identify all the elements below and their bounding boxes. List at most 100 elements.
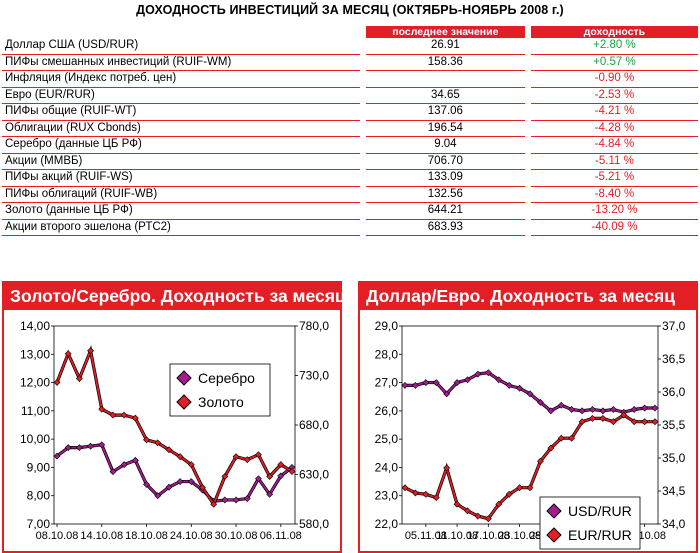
data-point [651,418,659,426]
table-row: Доллар США (USD/RUR) 26.91 +2.80 % [2,38,698,55]
legend-label: USD/RUR [568,503,632,519]
data-point [630,406,638,413]
data-point [516,384,524,392]
data-point [120,411,128,419]
usd-eur-panel: Доллар/Евро. Доходность за месяц 22,0 23,… [358,281,698,553]
row-name: ПИФы акций (RUIF-WS) [2,169,360,187]
y-right-tick-label: 37,0 [662,319,686,333]
row-gap [359,103,366,120]
row-yield: +0.57 % [530,54,698,71]
row-yield: -4.84 % [530,136,698,154]
data-point [589,406,596,413]
legend-marker [176,394,192,410]
data-point [536,457,544,465]
data-point [474,512,482,520]
row-name: Акции второго эшелона (РТС2) [2,219,360,236]
row-gap [359,169,366,186]
data-point [464,507,471,515]
data-point [53,452,61,460]
row-value: 644.21 [365,202,525,220]
data-point [199,483,206,491]
y-right-tick-label: 630,0 [299,468,329,482]
row-value: 137.06 [365,103,525,121]
data-point [255,451,262,459]
data-point [143,436,150,444]
row-gap [359,153,366,170]
data-point [432,494,440,502]
legend-marker [546,503,562,519]
data-point [87,442,94,450]
y-right-tick-label: 34,0 [662,517,686,531]
row-gap [359,136,366,153]
row-value: 9.04 [365,136,525,154]
table-row: ПИФы смешанных инвестиций (RUIF-WM) 158.3… [2,54,698,71]
chart-svg: 7,00 8,00 9,00 10,00 11,00 12,00 13,00 14,00 580… [20,319,329,542]
gold-silver-chart: 7,00 8,00 9,00 10,00 11,00 12,00 13,00 14,00 580… [4,310,340,551]
data-point [288,468,296,475]
data-point [232,496,240,504]
data-point [589,414,596,422]
row-name: Золото (данные ЦБ РФ) [2,202,360,220]
y-left-tick-label: 11,00 [21,404,50,418]
data-point [154,492,162,500]
table-header-gap [359,26,366,38]
row-gap [524,70,531,87]
data-point [484,515,492,523]
legend-label: Золото [198,394,244,410]
data-point [243,456,251,464]
data-point [143,480,150,488]
table-row: Инфляция (Индекс потреб. цен) -0.90 % [2,70,698,88]
data-point [98,441,106,449]
y-left-tick-label: 14,00 [20,319,50,333]
data-point [411,381,419,389]
data-point [641,418,649,426]
data-point [422,490,430,498]
y-right-tick-label: 34,5 [662,484,686,498]
data-point [536,398,544,406]
row-yield: -4.28 % [530,120,698,137]
y-left-tick-label: 26,0 [375,404,399,418]
y-left-tick-label: 13,00 [20,347,50,361]
data-point [630,418,638,426]
row-name: Акции (ММВБ) [2,153,360,170]
x-tick-label: 30.10.08 [215,530,258,542]
data-point [401,381,409,389]
legend-marker [546,527,562,543]
table-row: ПИФы акций (RUIF-WS) 133.09 -5.21 % [2,169,698,187]
data-point [165,446,173,454]
data-point [98,405,106,413]
row-value: 196.54 [365,120,525,137]
y-left-tick-label: 7,00 [27,517,51,531]
data-point [53,379,61,386]
y-right-tick-label: 680,0 [299,418,329,432]
data-point [599,414,607,422]
data-point [453,500,461,508]
row-gap [524,202,531,219]
data-point [277,472,285,480]
data-point [557,401,565,409]
x-tick-label: 23.10.08 [498,530,541,542]
data-point [578,418,586,426]
row-yield: -4.21 % [530,103,698,121]
row-name: ПИФы общие (RUIF-WT) [2,103,360,121]
data-point [464,376,471,384]
row-gap [359,186,366,203]
row-name: Доллар США (USD/RUR) [2,38,360,55]
y-right-tick-label: 35,0 [662,451,686,465]
data-point [484,369,492,377]
legend-label: Серебро [198,370,255,386]
y-right-tick-label: 730,0 [299,369,329,383]
row-value: 158.36 [365,54,525,71]
table-row: Акции второго эшелона (РТС2) 683.93 -40.09… [2,219,698,236]
data-point [131,456,139,464]
series-line [56,443,293,503]
data-point [187,461,195,469]
row-yield: -40.09 % [530,219,698,236]
data-point [609,418,617,426]
row-gap [359,219,366,236]
data-point [557,434,565,442]
data-point [495,376,503,384]
y-right-tick-label: 36,5 [662,352,686,366]
data-point [620,411,628,419]
row-gap [359,202,366,219]
